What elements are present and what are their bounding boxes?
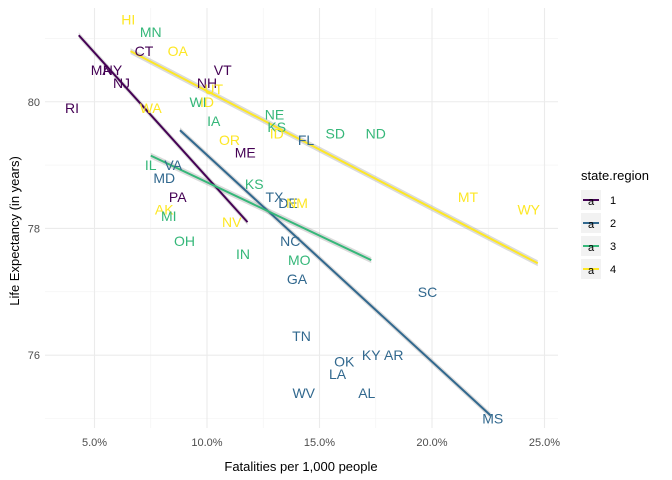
legend-label: 2: [610, 218, 616, 230]
y-tick-label: 80: [28, 97, 40, 109]
fit-line-region-4: [130, 50, 539, 265]
point-label: NM: [286, 195, 308, 211]
point-label: DE: [278, 195, 297, 211]
legend-key-symbol: a: [588, 196, 595, 208]
point-label: AL: [358, 385, 375, 401]
point-label: OH: [174, 233, 195, 249]
point-label: UT: [204, 81, 223, 97]
point-label: VT: [214, 62, 232, 78]
point-label: MI: [161, 208, 177, 224]
point-label: IA: [207, 113, 221, 129]
point-label: NY: [103, 62, 123, 78]
point-label: NE: [265, 106, 284, 122]
legend-label: 4: [610, 264, 616, 276]
point-label: OA: [168, 43, 189, 59]
point-label: KS: [267, 119, 286, 135]
y-tick-label: 78: [28, 223, 40, 235]
point-label: MT: [458, 189, 479, 205]
point-label: IN: [236, 246, 250, 262]
x-axis-ticks: 5.0% 10.0% 15.0% 20.0% 25.0%: [82, 437, 560, 449]
fit-line-region-2: [179, 129, 492, 417]
point-label: TX: [266, 189, 285, 205]
point-label: NH: [197, 75, 217, 91]
point-label: MN: [140, 24, 162, 40]
point-label: MD: [153, 170, 175, 186]
point-label: VA: [164, 157, 182, 173]
point-label: GA: [287, 271, 308, 287]
grid-major: [45, 8, 558, 428]
y-axis-title: Life Expectancy (in years): [7, 156, 22, 306]
legend: state.region a 1 a 2 a 3 a 4: [581, 168, 649, 279]
point-label: MA: [91, 62, 113, 78]
point-label: WI: [189, 94, 206, 110]
point-label: AK: [155, 201, 174, 217]
point-label: ID: [200, 94, 214, 110]
point-label: ND: [366, 125, 386, 141]
legend-label: 3: [610, 241, 616, 253]
point-label: KS: [245, 176, 264, 192]
x-tick-label: 25.0%: [529, 437, 560, 449]
fit-line-region-1: [78, 34, 249, 223]
point-label: WY: [517, 201, 540, 217]
point-label: AR: [384, 347, 403, 363]
x-tick-label: 20.0%: [416, 437, 447, 449]
y-tick-label: 76: [28, 350, 40, 362]
legend-key-symbol: a: [588, 219, 595, 231]
point-label: NC: [280, 233, 300, 249]
legend-key-symbol: a: [588, 242, 595, 254]
fit-line-region-3: [150, 154, 372, 262]
fit-lines: [78, 34, 539, 417]
y-axis-ticks: 76 78 80: [28, 97, 40, 362]
legend-label: 1: [610, 195, 616, 207]
point-label: TN: [292, 328, 311, 344]
point-label: PA: [169, 189, 187, 205]
point-label: IL: [145, 157, 157, 173]
point-label: RI: [65, 100, 79, 116]
x-tick-label: 15.0%: [304, 437, 335, 449]
point-label: OK: [334, 353, 355, 369]
point-label: WV: [292, 385, 315, 401]
point-label: KY: [362, 347, 381, 363]
x-tick-label: 5.0%: [82, 437, 107, 449]
x-tick-label: 10.0%: [191, 437, 222, 449]
point-label: CT: [135, 43, 154, 59]
point-label: WA: [140, 100, 163, 116]
point-label: MS: [482, 410, 503, 426]
point-label: ME: [235, 144, 256, 160]
point-label: LA: [329, 366, 347, 382]
point-label: SD: [326, 125, 345, 141]
point-label: MO: [288, 252, 311, 268]
point-label: FL: [298, 132, 315, 148]
point-label: SC: [418, 284, 437, 300]
point-label: HI: [121, 11, 135, 27]
point-label: OR: [219, 132, 240, 148]
legend-title: state.region: [581, 168, 649, 183]
x-axis-title: Fatalities per 1,000 people: [224, 459, 377, 474]
point-label: ID: [270, 125, 284, 141]
grid-minor: [45, 8, 558, 428]
point-label: NJ: [113, 75, 130, 91]
legend-key-symbol: a: [588, 265, 595, 277]
point-label: NV: [222, 214, 242, 230]
